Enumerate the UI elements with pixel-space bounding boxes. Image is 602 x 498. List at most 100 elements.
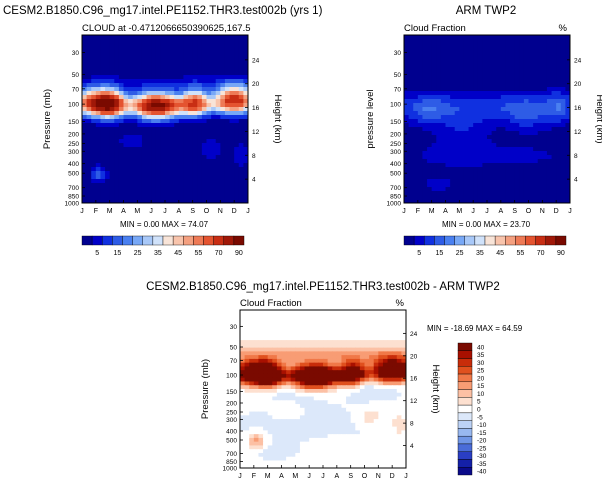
field-cell: [240, 362, 246, 368]
field-cell: [286, 325, 292, 330]
field-cell: [519, 139, 525, 144]
field-cell: [178, 107, 185, 112]
field-cell: [422, 87, 428, 92]
field-cell: [229, 99, 235, 104]
field-cell: [313, 434, 319, 439]
field-cell: [373, 377, 379, 383]
field-cell: [359, 362, 366, 368]
field-cell: [436, 51, 442, 56]
field-cell: [95, 79, 102, 84]
field-cell: [523, 151, 530, 156]
field-cell: [276, 321, 283, 326]
field-cell: [404, 91, 410, 96]
field-cell: [519, 119, 525, 124]
field-cell: [332, 415, 338, 420]
field-cell: [132, 139, 138, 144]
field-cell: [396, 452, 402, 458]
field-cell: [473, 159, 479, 164]
field-cell: [396, 377, 402, 383]
field-cell: [373, 419, 379, 424]
field-cell: [183, 99, 189, 104]
field-cell: [174, 195, 180, 200]
field-cell: [86, 123, 92, 128]
field-cell: [387, 321, 393, 326]
field-cell: [178, 83, 185, 88]
field-cell: [542, 91, 548, 96]
field-cell: [519, 75, 525, 80]
panel2-y-axis-label: pressure level: [365, 89, 376, 148]
field-cell: [341, 370, 347, 375]
field-cell: [327, 381, 333, 386]
field-cell: [263, 366, 269, 371]
field-cell: [123, 111, 129, 116]
field-cell: [86, 51, 92, 56]
field-cell: [417, 39, 424, 44]
field-cell: [500, 91, 507, 96]
field-cell: [155, 91, 161, 96]
field-cell: [276, 441, 283, 447]
field-cell: [369, 381, 375, 386]
field-cell: [551, 183, 557, 188]
field-cell: [151, 163, 157, 168]
field-cell: [118, 147, 125, 152]
field-cell: [318, 317, 324, 322]
field-cell: [188, 171, 194, 176]
field-cell: [332, 452, 338, 458]
field-cell: [556, 195, 562, 200]
field-cell: [295, 422, 301, 428]
field-cell: [165, 103, 171, 108]
field-cell: [422, 159, 428, 164]
field-cell: [286, 407, 292, 413]
field-cell: [197, 195, 203, 200]
field-cell: [290, 400, 296, 405]
field-cell: [281, 452, 287, 458]
field-cell: [341, 434, 347, 439]
field-cell: [188, 43, 194, 48]
field-cell: [169, 187, 175, 192]
field-cell: [373, 464, 379, 468]
field-cell: [369, 434, 375, 439]
field-cell: [537, 115, 543, 120]
field-cell: [238, 143, 244, 148]
field-cell: [220, 35, 226, 40]
field-cell: [141, 55, 148, 60]
field-cell: [350, 452, 356, 458]
y2-tick-label: 12: [574, 129, 582, 136]
field-cell: [137, 59, 143, 64]
field-cell: [290, 347, 296, 352]
field-cell: [427, 155, 433, 160]
field-cell: [346, 385, 352, 390]
field-cell: [401, 411, 406, 416]
field-cell: [378, 355, 384, 360]
field-cell: [304, 426, 310, 431]
field-cell: [546, 139, 553, 144]
field-cell: [192, 43, 198, 48]
field-cell: [211, 135, 217, 140]
field-cell: [258, 385, 264, 390]
field-cell: [128, 187, 134, 192]
field-cell: [243, 171, 248, 176]
field-cell: [514, 63, 520, 68]
field-cell: [468, 195, 474, 200]
field-cell: [336, 460, 343, 465]
field-cell: [197, 103, 203, 108]
field-cell: [327, 332, 333, 337]
field-cell: [290, 407, 296, 413]
field-cell: [188, 195, 194, 200]
field-cell: [224, 127, 231, 132]
field-cell: [417, 167, 424, 172]
field-cell: [128, 191, 134, 196]
colorbar-swatch: [545, 235, 557, 246]
field-cell: [249, 419, 255, 424]
field-cell: [155, 143, 161, 148]
field-cell: [519, 171, 525, 176]
field-cell: [436, 123, 442, 128]
field-cell: [123, 163, 129, 168]
field-cell: [192, 39, 198, 44]
field-cell: [373, 310, 379, 315]
field-cell: [408, 163, 414, 168]
field-cell: [165, 39, 171, 44]
field-cell: [436, 163, 442, 168]
field-cell: [350, 441, 356, 447]
field-cell: [500, 79, 507, 84]
